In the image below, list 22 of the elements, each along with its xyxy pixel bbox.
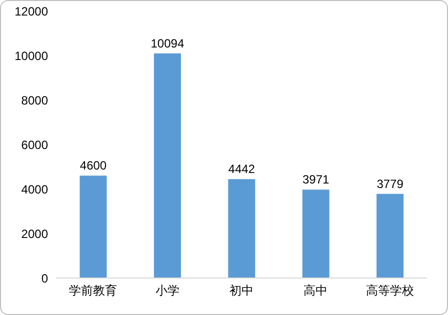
x-tick-label: 高等学校: [366, 284, 414, 298]
data-label: 4600: [80, 158, 107, 173]
data-label: 4442: [228, 162, 256, 176]
bar: [228, 179, 256, 278]
y-tick-label: 6000: [21, 138, 48, 152]
bar: [80, 176, 107, 278]
x-tick-label: 小学: [155, 284, 180, 298]
y-tick-label: 10000: [14, 48, 48, 63]
data-label: 10094: [150, 36, 184, 50]
x-tick-label: 初中: [230, 284, 254, 298]
bar: [376, 194, 404, 278]
y-tick-label: 4000: [21, 182, 48, 196]
x-tick-label: 高中: [304, 284, 328, 298]
y-tick-label: 2000: [21, 226, 48, 241]
y-tick-label: 8000: [21, 93, 48, 108]
bar: [154, 53, 181, 278]
y-tick-label: 12000: [14, 4, 48, 18]
y-tick-label: 0: [41, 271, 48, 286]
data-label: 3971: [302, 172, 330, 187]
bar: [302, 190, 330, 278]
data-label: 3779: [376, 176, 404, 191]
x-tick-label: 学前教育: [69, 284, 118, 298]
